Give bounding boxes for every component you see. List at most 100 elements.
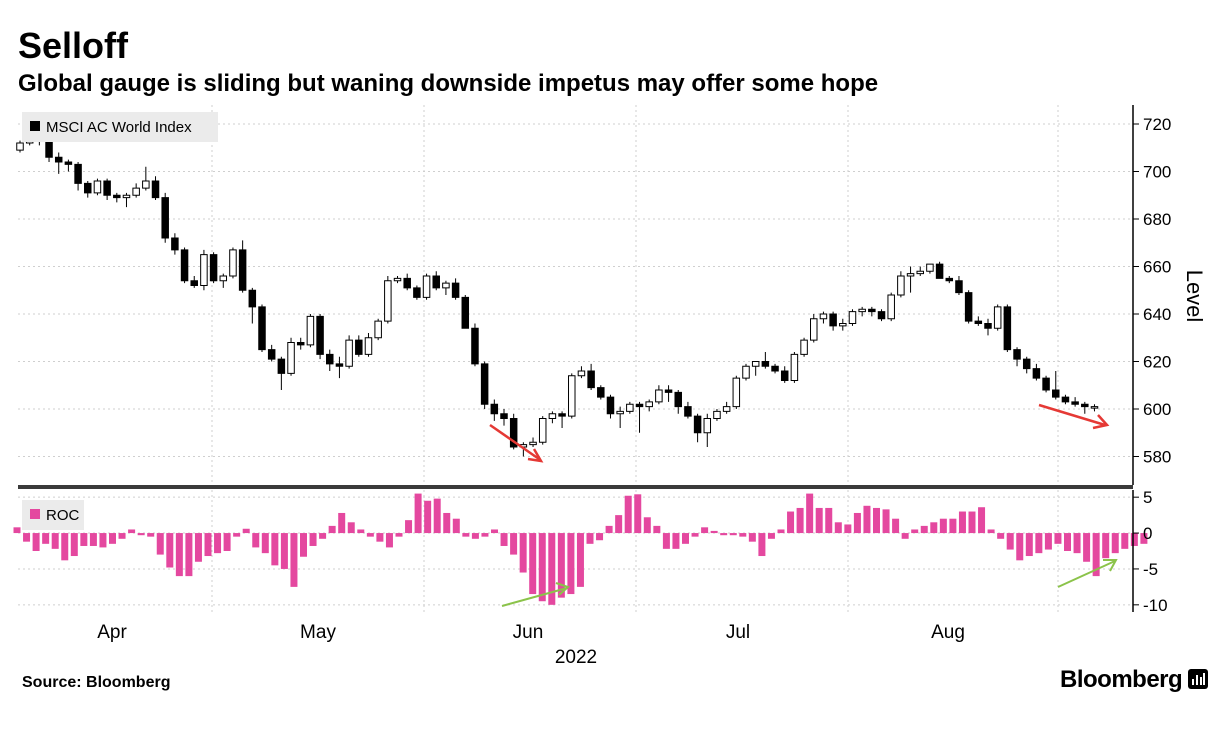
roc-bar-43 [424,500,432,534]
candle-body-19 [200,254,208,286]
candle-body-56 [558,413,566,417]
candle-body-10 [113,194,121,199]
candle-body-106 [1042,377,1050,391]
candle-body-76 [751,361,760,367]
candle-body-53 [529,441,537,446]
roc-bar-80 [777,529,785,534]
roc-bar-88 [853,512,861,534]
price-legend-label: MSCI AC World Index [46,119,192,136]
roc-bar-44 [433,498,441,534]
roc-bar-10 [109,533,116,544]
roc-bar-50 [491,529,498,534]
roc-tick-label--5: -5 [1143,560,1158,579]
roc-bar-69 [672,533,680,549]
candle-body-28 [287,342,295,374]
roc-bar-84 [815,507,823,534]
roc-bar-7 [80,533,88,546]
roc-bar-56 [548,533,556,605]
roc-bar-33 [328,525,336,534]
roc-bar-92 [892,518,900,534]
roc-bar-16 [166,533,174,568]
candle-body-59 [587,370,595,389]
candle-body-42 [422,275,431,298]
candle-body-31 [316,315,324,355]
roc-y-axis: -10 -5 0 5 [1132,488,1168,615]
roc-bar-104 [1006,533,1014,550]
candle-body-0 [16,142,24,151]
candle-body-73 [722,406,731,412]
candle-body-62 [616,410,624,415]
roc-bar-73 [710,530,718,534]
roc-bar-78 [758,533,766,557]
x-tick-label-jun: Jun [513,622,544,643]
roc-bar-93 [901,533,909,539]
roc-bar-45 [443,512,451,534]
x-axis: Apr May Jun Jul Aug 2022 [97,622,965,668]
candle-body-15 [161,197,169,239]
roc-bar-15 [156,533,164,555]
roc-bar-13 [137,533,145,536]
candle-body-97 [955,280,963,294]
price-legend-box [22,112,218,142]
roc-bar-85 [825,507,833,534]
roc-bar-9 [99,533,107,548]
roc-bar-87 [844,524,852,534]
candle-body-104 [1022,358,1031,370]
roc-bar-19 [194,533,202,562]
roc-bar-27 [271,533,279,566]
roc-bar-83 [806,493,814,534]
roc-bar-34 [338,512,346,534]
candle-body-37 [374,320,382,339]
roc-bar-112 [1083,533,1091,562]
roc-bar-97 [939,518,947,534]
candle-body-81 [800,339,808,355]
candle-body-11 [122,194,131,199]
roc-bar-40 [395,533,403,537]
candle-body-91 [897,275,905,296]
candle-body-100 [984,323,992,329]
candle-body-36 [364,337,373,355]
candle-body-29 [296,342,305,346]
candle-body-75 [742,365,750,379]
candle-body-92 [906,273,915,277]
candle-body-14 [151,180,160,199]
candle-body-84 [829,313,837,327]
candle-body-77 [761,361,770,367]
candle-body-82 [810,318,818,341]
candle-body-54 [538,418,547,443]
candle-body-70 [693,415,702,434]
roc-bar-18 [185,533,193,577]
roc-bar-62 [605,525,613,534]
candle-body-103 [1013,349,1021,360]
roc-bar-58 [567,533,575,595]
candle-body-105 [1032,368,1041,379]
candle-body-89 [877,311,886,320]
roc-bar-41 [405,520,413,534]
roc-bar-20 [204,533,212,557]
x-tick-label-apr: Apr [97,622,127,643]
candle-body-24 [248,289,257,308]
price-tick-label-620: 620 [1143,353,1171,372]
arrow-up-roc-2 [1057,559,1118,588]
roc-bar-82 [796,507,804,534]
candle-body-39 [393,277,402,282]
candle-body-32 [326,353,334,365]
roc-bar-61 [596,533,604,541]
candle-body-88 [868,308,876,313]
candle-body-65 [645,401,653,408]
candle-body-60 [597,387,605,398]
candle-body-74 [732,377,741,408]
candle-body-69 [684,406,692,417]
roc-bar-31 [309,533,317,546]
candle-body-102 [1003,306,1012,351]
candle-body-38 [384,280,392,322]
price-tick-label-640: 640 [1143,305,1171,324]
roc-bar-46 [452,518,460,534]
candle-body-17 [180,249,189,282]
roc-bar-63 [615,515,623,534]
source-note: Source: Bloomberg [22,674,171,691]
roc-bar-8 [89,533,97,546]
roc-bar-57 [557,533,565,598]
candle-body-47 [471,327,479,365]
